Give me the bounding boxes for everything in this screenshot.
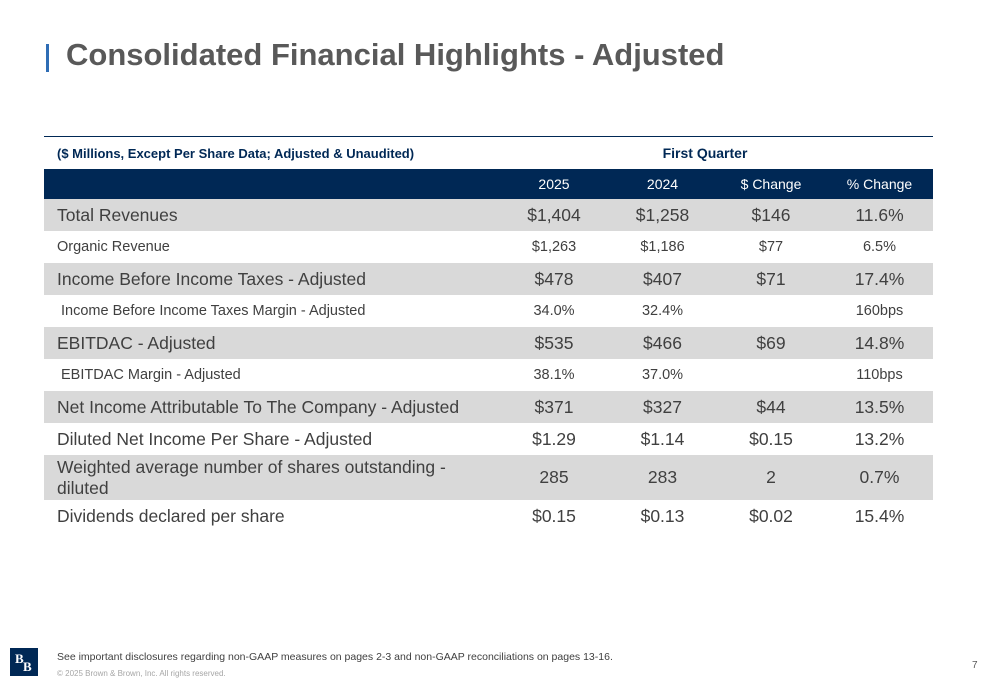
title-accent-bar [46, 44, 49, 72]
cell-dollar-change: $0.15 [749, 428, 793, 449]
row-label: Income Before Income Taxes Margin - Adju… [61, 303, 366, 319]
cell-2024: $1.14 [640, 428, 685, 449]
cell-percent-change: 13.5% [854, 396, 905, 417]
cell-percent-change: 14.8% [854, 332, 905, 353]
table-row-total-revenues: Total Revenues $1,404 $1,258 $146 11.6% [44, 199, 933, 231]
table-row-diluted-net-income-per-share: Diluted Net Income Per Share - Adjusted … [44, 423, 933, 455]
cell-dollar-change: $146 [751, 204, 791, 225]
copyright-text: © 2025 Brown & Brown, Inc. All rights re… [57, 669, 226, 678]
cell-2024: $1,186 [640, 239, 685, 255]
cell-2025: $0.15 [532, 505, 576, 526]
cell-2025: $1.29 [532, 428, 576, 449]
table-row-organic-revenue: Organic Revenue $1,263 $1,186 $77 6.5% [44, 231, 933, 263]
cell-percent-change: 17.4% [854, 268, 905, 289]
cell-dollar-change: $77 [758, 239, 784, 255]
cell-2025: $1,263 [531, 239, 577, 255]
column-header-2025: 2025 [538, 176, 570, 192]
cell-2025: 38.1% [533, 367, 575, 383]
cell-dollar-change: $71 [756, 268, 786, 289]
row-label: Net Income Attributable To The Company -… [57, 396, 460, 417]
column-header-2024: 2024 [646, 176, 679, 192]
cell-dollar-change: $44 [756, 396, 786, 417]
row-label: Total Revenues [57, 204, 178, 225]
cell-2024: $1,258 [635, 204, 690, 225]
table-row-net-income: Net Income Attributable To The Company -… [44, 391, 933, 423]
table-row-weighted-average-shares: Weighted average number of shares outsta… [44, 455, 933, 500]
logo-letter: B [15, 651, 24, 666]
row-label: Weighted average number of shares outsta… [57, 456, 446, 498]
disclosure-note: See important disclosures regarding non-… [57, 651, 613, 663]
group-header-first-quarter: First Quarter [662, 145, 748, 161]
table-row-income-before-taxes: Income Before Income Taxes - Adjusted $4… [44, 263, 933, 295]
cell-2025: $535 [534, 332, 574, 353]
column-header-dollar-change: $ Change [740, 176, 802, 192]
financial-highlights-table: ($ Millions, Except Per Share Data; Adju… [44, 136, 933, 532]
cell-percent-change: 0.7% [859, 467, 900, 487]
cell-dollar-change: 2 [766, 467, 776, 487]
table-row-income-before-taxes-margin: Income Before Income Taxes Margin - Adju… [44, 295, 933, 327]
cell-2025: 285 [539, 467, 569, 487]
table-row-dividends-declared: Dividends declared per share $0.15 $0.13… [44, 500, 933, 532]
cell-2024: $327 [643, 396, 682, 417]
cell-2024: $407 [643, 268, 682, 289]
cell-percent-change: 160bps [855, 303, 904, 319]
cell-percent-change: 13.2% [854, 428, 905, 449]
row-label: Organic Revenue [57, 239, 170, 255]
cell-2025: $478 [534, 268, 574, 289]
company-logo: B B [10, 648, 38, 676]
cell-2025: $371 [534, 396, 574, 417]
table-row-ebitdac-margin: EBITDAC Margin - Adjusted 38.1% 37.0% 11… [44, 359, 933, 391]
cell-percent-change: 110bps [856, 367, 903, 383]
row-label: EBITDAC Margin - Adjusted [61, 367, 241, 383]
cell-dollar-change: $0.02 [749, 505, 793, 526]
cell-2024: 283 [647, 467, 678, 487]
table-row-ebitdac: EBITDAC - Adjusted $535 $466 $69 14.8% [44, 327, 933, 359]
table-caption-row: ($ Millions, Except Per Share Data; Adju… [44, 137, 933, 169]
table-caption: ($ Millions, Except Per Share Data; Adju… [57, 145, 415, 161]
column-header-percent-change: % Change [846, 176, 913, 192]
page-title: Consolidated Financial Highlights - Adju… [66, 37, 725, 72]
cell-percent-change: 6.5% [862, 239, 897, 255]
row-label: EBITDAC - Adjusted [57, 332, 216, 353]
row-label: Income Before Income Taxes - Adjusted [57, 268, 367, 289]
row-label: Dividends declared per share [57, 505, 285, 526]
cell-percent-change: 15.4% [854, 505, 905, 526]
logo-letter: B [23, 659, 32, 674]
cell-2024: $0.13 [640, 505, 685, 526]
cell-percent-change: 11.6% [855, 204, 904, 225]
cell-2024: $466 [643, 332, 682, 353]
cell-2024: 37.0% [641, 367, 684, 383]
column-header-row: 2025 2024 $ Change % Change [44, 169, 933, 199]
cell-dollar-change: $69 [756, 332, 786, 353]
page-number: 7 [972, 660, 978, 671]
cell-2025: 34.0% [533, 303, 575, 319]
cell-2024: 32.4% [641, 303, 684, 319]
row-label: Diluted Net Income Per Share - Adjusted [57, 428, 373, 449]
cell-2025: $1,404 [527, 204, 581, 225]
